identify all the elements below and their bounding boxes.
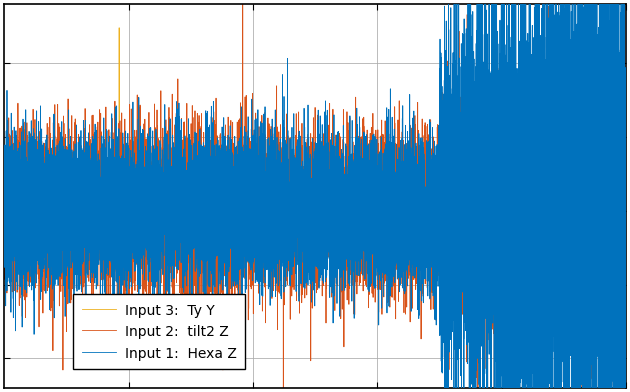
Input 3:  Ty Y: (0.998, -0.019): Ty Y: (0.998, -0.019)	[621, 214, 628, 219]
Line: Input 3:  Ty Y: Input 3: Ty Y	[4, 28, 626, 285]
Input 3:  Ty Y: (0.185, -0.25): Ty Y: (0.185, -0.25)	[115, 282, 123, 287]
Input 3:  Ty Y: (0.45, -0.0124): Ty Y: (0.45, -0.0124)	[280, 212, 287, 217]
Input 1:  Hexa Z: (1, 0.0198): Hexa Z: (1, 0.0198)	[622, 203, 629, 207]
Input 2:  tilt2 Z: (0.998, 0.0264): tilt2 Z: (0.998, 0.0264)	[621, 201, 628, 205]
Input 1:  Hexa Z: (0, 0.168): Hexa Z: (0, 0.168)	[1, 159, 8, 163]
Input 2:  tilt2 Z: (0.45, -0.16): tilt2 Z: (0.45, -0.16)	[280, 256, 287, 260]
Input 3:  Ty Y: (0.986, 0.0125): Ty Y: (0.986, 0.0125)	[614, 205, 621, 209]
Input 3:  Ty Y: (0.185, 0.62): Ty Y: (0.185, 0.62)	[115, 25, 123, 30]
Input 2:  tilt2 Z: (0.638, -0.198): tilt2 Z: (0.638, -0.198)	[397, 267, 404, 272]
Input 1:  Hexa Z: (0.998, 0.0289): Hexa Z: (0.998, 0.0289)	[621, 200, 628, 205]
Input 3:  Ty Y: (0, -0.00409): Ty Y: (0, -0.00409)	[1, 210, 8, 214]
Input 2:  tilt2 Z: (0.986, -0.068): tilt2 Z: (0.986, -0.068)	[614, 229, 621, 233]
Input 1:  Hexa Z: (0.638, 0.11): Hexa Z: (0.638, 0.11)	[397, 176, 404, 181]
Input 1:  Hexa Z: (0.897, 0.00559): Hexa Z: (0.897, 0.00559)	[558, 207, 565, 211]
Input 1:  Hexa Z: (0.45, 0.0814): Hexa Z: (0.45, 0.0814)	[280, 184, 287, 189]
Legend: Input 3:  Ty Y, Input 2:  tilt2 Z, Input 1:  Hexa Z: Input 3: Ty Y, Input 2: tilt2 Z, Input 1…	[73, 294, 245, 369]
Line: Input 2:  tilt2 Z: Input 2: tilt2 Z	[4, 0, 626, 392]
Line: Input 1:  Hexa Z: Input 1: Hexa Z	[4, 0, 626, 392]
Input 3:  Ty Y: (0.897, -0.0132): Ty Y: (0.897, -0.0132)	[558, 212, 566, 217]
Input 2:  tilt2 Z: (1, 0.33): tilt2 Z: (1, 0.33)	[622, 111, 629, 116]
Input 2:  tilt2 Z: (0, -0.067): tilt2 Z: (0, -0.067)	[1, 228, 8, 233]
Input 2:  tilt2 Z: (0.897, 0.466): tilt2 Z: (0.897, 0.466)	[558, 71, 566, 76]
Input 1:  Hexa Z: (0.869, -0.0253): Hexa Z: (0.869, -0.0253)	[541, 216, 548, 221]
Input 3:  Ty Y: (0.638, -0.017): Ty Y: (0.638, -0.017)	[397, 213, 404, 218]
Input 3:  Ty Y: (1, -0.035): Ty Y: (1, -0.035)	[622, 219, 629, 223]
Input 3:  Ty Y: (0.869, 0.0138): Ty Y: (0.869, 0.0138)	[541, 204, 548, 209]
Input 2:  tilt2 Z: (0.869, -0.143): tilt2 Z: (0.869, -0.143)	[541, 250, 548, 255]
